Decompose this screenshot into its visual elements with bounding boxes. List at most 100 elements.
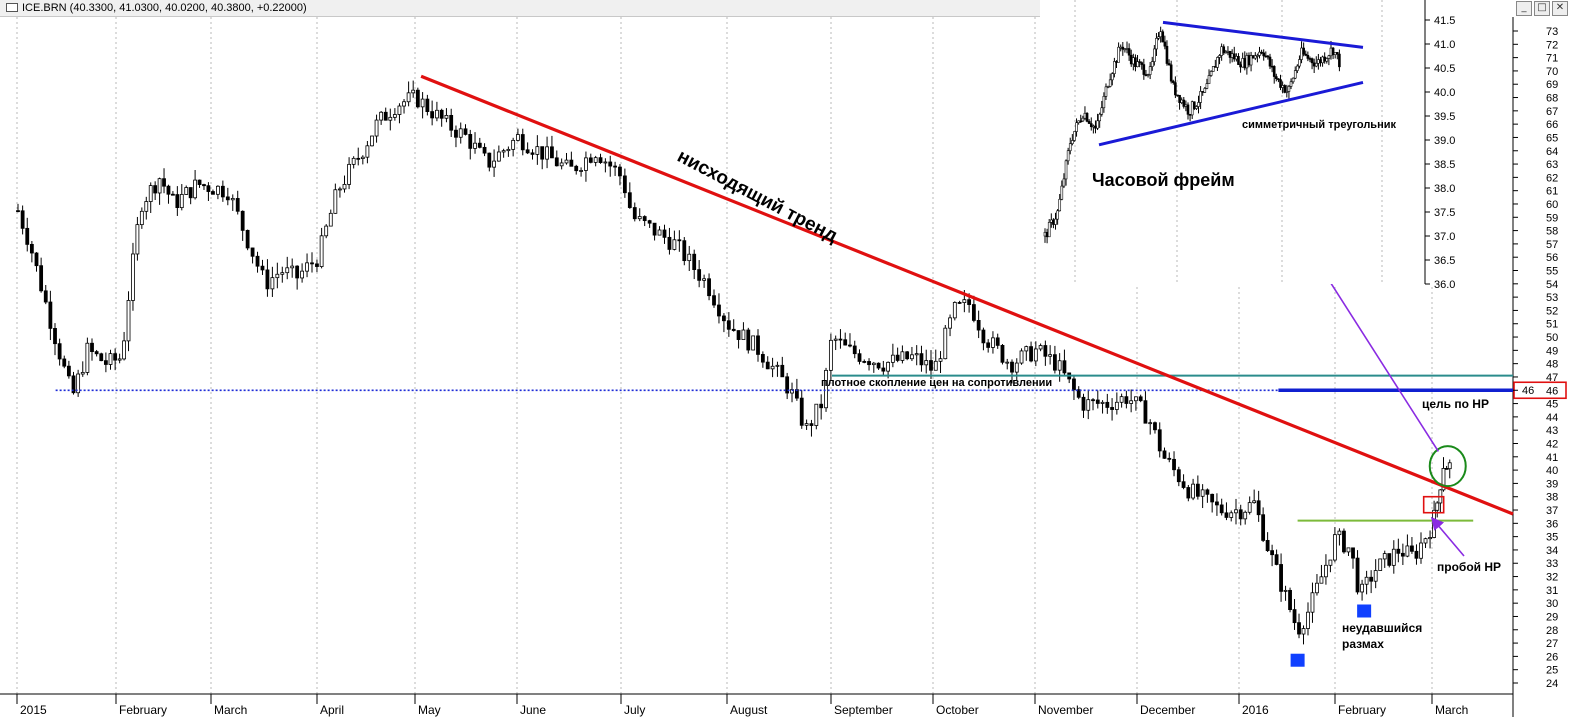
candle-body [1072, 378, 1076, 391]
inset-candle-body [1228, 50, 1232, 58]
inset-candle-body [1195, 106, 1198, 109]
inset-candle-body [1043, 231, 1047, 237]
candle-body [1086, 399, 1091, 411]
candle-body [804, 423, 809, 426]
inset-candle-body [1056, 210, 1059, 220]
inset-candle-body [1197, 102, 1200, 107]
candle-body [726, 320, 731, 330]
candle-body [1076, 389, 1081, 398]
candle-body [197, 179, 202, 185]
inset-candle-body [1125, 48, 1129, 50]
candle-body [1247, 502, 1252, 513]
candle-body [895, 354, 900, 361]
candle-body [34, 252, 39, 267]
candle-body [1167, 457, 1172, 460]
candle-body [785, 376, 790, 394]
candle-body [545, 146, 549, 160]
candle-body [319, 235, 324, 267]
candle-body [108, 353, 113, 365]
target-label: цель по НР [1422, 397, 1489, 411]
candle-body [731, 328, 736, 331]
y-tick-label: 54 [1546, 279, 1558, 291]
inset-candle-body [1264, 55, 1268, 58]
candle-body [39, 265, 44, 292]
triangle-pattern-label: симметричный треугольник [1242, 119, 1396, 131]
candle-body [637, 216, 642, 220]
candle-body [324, 225, 329, 237]
x-tick-label: March [214, 703, 247, 717]
candle-body [1153, 422, 1157, 431]
inset-candle-body [1335, 52, 1339, 55]
inset-candle-body [1289, 81, 1293, 87]
candle-body [1024, 346, 1029, 352]
candle-body [240, 210, 245, 231]
inset-y-tick-label: 39.5 [1434, 111, 1455, 123]
candle-body [687, 253, 692, 262]
candle-body [1162, 450, 1167, 459]
y-tick-label: 43 [1546, 425, 1558, 437]
candle-body [1405, 545, 1410, 557]
minimize-icon[interactable]: _ [1516, 1, 1532, 16]
inset-candle-body [1144, 74, 1148, 76]
hourly-inset-chart: 36.0 36.5 37.0 37.5 38.0 38.5 39.0 39.5 40.0 40.5… [1042, 0, 1485, 291]
x-tick-label: October [936, 703, 979, 717]
y-tick-label: 46 [1546, 385, 1558, 397]
candle-body [25, 227, 30, 245]
candle-body [501, 150, 506, 153]
inset-candle-body [1327, 55, 1331, 59]
inset-candle-body [1178, 94, 1181, 103]
inset-candle-body [1134, 57, 1137, 68]
candle-body [402, 101, 406, 107]
triangle-upper-line [1162, 20, 1364, 49]
inset-candle-body [1321, 56, 1324, 64]
inset-candle-body [1310, 58, 1314, 64]
candle-body [1382, 553, 1387, 560]
y-tick-label: 73 [1546, 26, 1558, 38]
candle-body [463, 128, 468, 135]
candle-body [126, 300, 131, 342]
inset-candle-body [1058, 198, 1062, 212]
candle-body [1351, 547, 1355, 559]
x-tick-label: 2016 [1242, 703, 1269, 717]
candle-body [397, 105, 402, 115]
inset-candle-body [1220, 46, 1223, 56]
candle-body [1014, 362, 1019, 373]
candle-body [1234, 509, 1238, 514]
candle-body [1224, 512, 1229, 518]
y-tick-label: 25 [1546, 665, 1558, 677]
candle-body [80, 372, 85, 375]
candle-body [852, 345, 857, 355]
candle-body [702, 278, 707, 281]
inset-candle-body [1199, 91, 1202, 103]
close-icon[interactable]: ✕ [1552, 1, 1568, 16]
candle-body [995, 337, 1000, 346]
candle-body [1435, 502, 1440, 511]
candle-body [722, 315, 726, 322]
candle-body [588, 157, 593, 163]
candle-body [1270, 550, 1275, 556]
inset-candle-body [1096, 120, 1099, 129]
candle-body [1319, 576, 1324, 584]
candle-body [642, 216, 647, 222]
candle-body [881, 367, 886, 372]
candle-body [857, 353, 862, 362]
inset-candle-body [1081, 117, 1085, 122]
candle-body [275, 273, 280, 279]
inset-candle-body [1300, 47, 1303, 60]
candle-body [991, 337, 995, 348]
candle-body [1129, 400, 1134, 404]
candle-body [1410, 545, 1414, 552]
y-tick-label: 42 [1546, 438, 1558, 450]
candle-body [179, 194, 184, 209]
candle-body [76, 373, 81, 394]
candle-body [1256, 500, 1261, 516]
candle-body [1081, 396, 1086, 411]
y-tick-label: 63 [1546, 159, 1558, 171]
candle-body [647, 220, 652, 224]
inset-candle-body [1207, 75, 1211, 84]
x-tick-label: February [119, 703, 167, 717]
inset-candle-body [1064, 160, 1068, 180]
candle-body [1100, 401, 1105, 404]
candle-body [1441, 468, 1446, 491]
maximize-icon[interactable]: □ [1534, 1, 1550, 16]
